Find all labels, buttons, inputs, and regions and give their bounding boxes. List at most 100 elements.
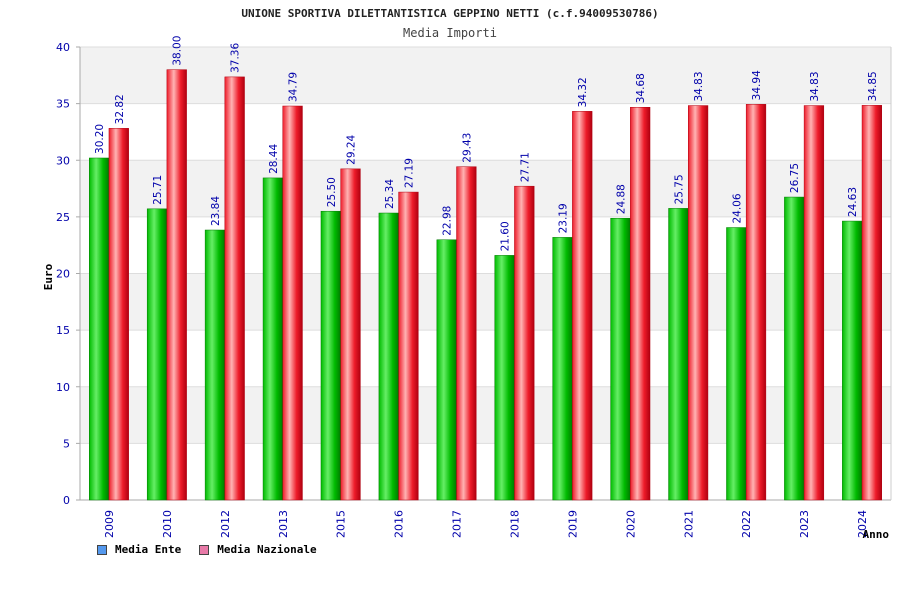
y-tick-label: 30 — [56, 154, 70, 167]
x-tick-label: 2010 — [161, 510, 174, 538]
bar-media-ente — [784, 196, 805, 501]
bar-media-ente — [320, 210, 341, 501]
value-label-media-nazionale: 34.94 — [751, 70, 763, 100]
chart-title: UNIONE SPORTIVA DILETTANTISTICA GEPPINO … — [241, 7, 659, 20]
value-label-media-ente: 25.50 — [326, 177, 338, 207]
value-label-media-nazionale: 29.43 — [461, 133, 473, 163]
y-tick-label: 15 — [56, 324, 70, 337]
y-tick-label: 20 — [56, 268, 70, 281]
x-tick-label: 2017 — [451, 510, 464, 538]
bar-media-nazionale — [456, 166, 477, 501]
value-label-media-ente: 24.06 — [731, 193, 743, 223]
y-tick-label: 35 — [56, 98, 70, 111]
grid-band — [80, 273, 891, 331]
y-tick-label: 0 — [63, 494, 70, 507]
x-tick-label: 2023 — [798, 510, 811, 538]
x-tick-label: 2024 — [856, 510, 869, 538]
value-label-media-nazionale: 34.32 — [577, 77, 589, 107]
value-label-media-ente: 24.63 — [847, 187, 859, 217]
x-tick-label: 2019 — [566, 510, 579, 538]
bar-media-nazionale — [514, 185, 535, 501]
x-tick-label: 2018 — [508, 510, 521, 538]
bar-media-nazionale — [108, 128, 129, 501]
bar-media-nazionale — [630, 106, 651, 501]
bar-media-ente — [552, 237, 573, 501]
bar-media-nazionale — [572, 111, 593, 501]
value-label-media-nazionale: 32.82 — [114, 94, 126, 124]
bar-media-ente — [842, 220, 863, 501]
bar-media-ente — [262, 177, 284, 501]
bar-media-ente — [668, 208, 689, 501]
x-tick-label: 2012 — [219, 510, 232, 538]
bar-media-ente — [89, 157, 110, 501]
bar-media-ente — [610, 217, 631, 501]
bars — [89, 69, 882, 501]
grid-band — [80, 330, 891, 387]
x-tick-label: 2020 — [624, 510, 637, 538]
y-tick-label: 5 — [63, 437, 70, 450]
y-tick-label: 25 — [56, 211, 70, 224]
value-label-media-nazionale: 27.71 — [519, 152, 531, 182]
bar-media-ente — [378, 212, 399, 501]
bar-media-ente — [494, 255, 515, 501]
x-tick-label: 2009 — [103, 510, 116, 538]
value-label-media-ente: 25.75 — [673, 174, 685, 204]
legend-item-ente: Media Ente — [97, 543, 181, 556]
bar-media-ente — [204, 229, 226, 501]
bar-media-nazionale — [861, 105, 882, 501]
bar-media-nazionale — [745, 104, 767, 501]
x-tick-labels: 2009 2010 2012 2013 2015 2016 2017 2018 2019 2020… — [103, 510, 869, 538]
grid-band — [80, 47, 891, 104]
x-tick-label: 2015 — [335, 510, 348, 538]
x-tick-label: 2013 — [277, 510, 290, 538]
value-label-media-ente: 21.60 — [500, 221, 512, 251]
value-label-media-ente: 23.84 — [210, 196, 222, 226]
value-label-media-ente: 23.19 — [558, 203, 570, 233]
x-tick-label: 2022 — [740, 510, 753, 538]
y-tick-label: 10 — [56, 381, 70, 394]
legend-label-nazionale: Media Nazionale — [217, 543, 317, 556]
legend-swatch-nazionale — [199, 544, 210, 555]
value-label-media-nazionale: 37.36 — [230, 43, 242, 73]
value-label-media-nazionale: 34.83 — [809, 71, 821, 101]
y-tick-labels: 0 5 10 15 20 25 30 35 40 — [56, 41, 80, 507]
bar-media-nazionale — [398, 191, 419, 501]
bar-media-ente — [436, 239, 457, 501]
bar-media-ente — [726, 227, 747, 501]
grid-band — [80, 443, 891, 500]
value-label-media-nazionale: 29.24 — [346, 134, 358, 164]
x-tick-label: 2021 — [682, 510, 695, 538]
value-label-media-nazionale: 34.85 — [867, 71, 879, 101]
value-label-media-nazionale: 34.83 — [693, 71, 705, 101]
bar-media-nazionale — [340, 168, 361, 501]
grid-band — [80, 216, 891, 274]
value-label-media-ente: 25.71 — [152, 175, 164, 205]
bar-media-nazionale — [224, 76, 245, 501]
x-axis-label: Anno — [863, 528, 890, 541]
legend-swatch-ente — [97, 544, 107, 555]
y-tick-label: 40 — [56, 41, 70, 54]
value-label-media-nazionale: 34.68 — [635, 73, 647, 103]
bar-media-ente — [146, 208, 168, 501]
y-axis-label: Euro — [42, 263, 55, 290]
value-label-media-nazionale: 34.79 — [288, 72, 300, 102]
value-label-media-ente: 25.34 — [384, 179, 396, 209]
grid-band — [80, 386, 891, 444]
grid-band — [80, 103, 891, 161]
value-label-media-ente: 24.88 — [615, 184, 627, 214]
bar-media-nazionale — [803, 105, 825, 501]
bar-media-nazionale — [166, 69, 187, 501]
legend-item-nazionale: Media Nazionale — [199, 543, 317, 556]
value-label-media-nazionale: 38.00 — [172, 36, 184, 66]
grid-band — [80, 160, 891, 217]
bar-media-nazionale — [688, 105, 709, 501]
legend-label-ente: Media Ente — [115, 543, 182, 556]
legend: Media Ente Media Nazionale — [97, 543, 335, 556]
value-label-media-ente: 30.20 — [94, 124, 106, 154]
value-labels: 30.20 32.82 25.71 38.00 23.84 37.36 28.44 34.79… — [94, 36, 879, 252]
value-label-media-ente: 22.98 — [442, 206, 454, 236]
value-label-media-ente: 26.75 — [789, 163, 801, 193]
bar-media-nazionale — [282, 105, 303, 501]
